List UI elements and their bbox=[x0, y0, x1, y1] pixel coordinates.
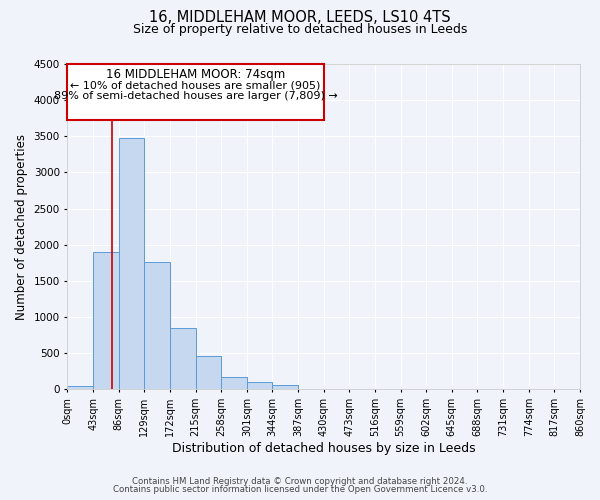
Text: 89% of semi-detached houses are larger (7,809) →: 89% of semi-detached houses are larger (… bbox=[54, 92, 337, 102]
Bar bbox=[272, 385, 298, 390]
Text: Size of property relative to detached houses in Leeds: Size of property relative to detached ho… bbox=[133, 22, 467, 36]
Text: Contains HM Land Registry data © Crown copyright and database right 2024.: Contains HM Land Registry data © Crown c… bbox=[132, 477, 468, 486]
Y-axis label: Number of detached properties: Number of detached properties bbox=[15, 134, 28, 320]
Bar bbox=[67, 386, 93, 390]
Bar bbox=[93, 252, 119, 390]
Bar bbox=[170, 328, 196, 390]
Bar bbox=[221, 377, 247, 390]
Text: 16 MIDDLEHAM MOOR: 74sqm: 16 MIDDLEHAM MOOR: 74sqm bbox=[106, 68, 285, 82]
Bar bbox=[145, 262, 170, 390]
Text: 16, MIDDLEHAM MOOR, LEEDS, LS10 4TS: 16, MIDDLEHAM MOOR, LEEDS, LS10 4TS bbox=[149, 10, 451, 25]
X-axis label: Distribution of detached houses by size in Leeds: Distribution of detached houses by size … bbox=[172, 442, 476, 455]
Bar bbox=[67, 64, 324, 120]
Bar bbox=[247, 382, 272, 390]
Bar bbox=[119, 138, 145, 390]
Text: ← 10% of detached houses are smaller (905): ← 10% of detached houses are smaller (90… bbox=[70, 80, 321, 90]
Bar bbox=[196, 356, 221, 390]
Text: Contains public sector information licensed under the Open Government Licence v3: Contains public sector information licen… bbox=[113, 485, 487, 494]
